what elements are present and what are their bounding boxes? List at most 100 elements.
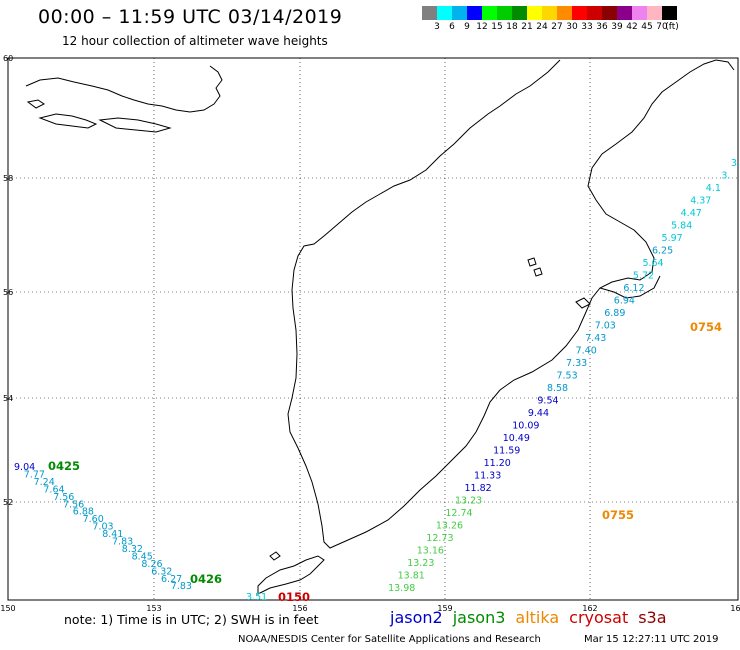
legend-swatch <box>587 6 602 20</box>
legend-label: 30 <box>566 22 578 32</box>
lat-tick-label: 56 <box>3 288 13 297</box>
legend-label: 45 <box>641 22 653 32</box>
swh-value-label: 8.26 <box>141 559 162 570</box>
lon-tick-label: 150 <box>0 604 15 613</box>
swh-value-label: 8.41 <box>102 529 123 540</box>
coastline <box>25 59 735 595</box>
legend-label: 21 <box>521 22 533 32</box>
swh-value-label: 5.72 <box>633 271 654 282</box>
credit-line: NOAA/NESDIS Center for Satellite Applica… <box>238 634 541 645</box>
swh-value-label: 6.27 <box>161 574 182 585</box>
swh-value-label: 5.97 <box>662 233 683 244</box>
lon-tick-label: 159 <box>437 604 452 613</box>
lon-tick-label: 162 <box>582 604 597 613</box>
swh-value-label: 7.40 <box>576 346 597 357</box>
legend-swatch <box>557 6 572 20</box>
swh-value-label: 10.09 <box>512 421 539 432</box>
swh-value-label: 7.83 <box>171 581 192 592</box>
lat-tick-label: 52 <box>3 498 13 507</box>
swh-value-label: 12.74 <box>445 508 472 519</box>
pass-id-label: 0426 <box>190 572 222 586</box>
pass-id-label: 0754 <box>690 320 722 334</box>
swh-value-label: 11.82 <box>464 483 491 494</box>
legend-label: 39 <box>611 22 623 32</box>
swh-value-label: 5.84 <box>671 221 692 232</box>
swh-value-label: 7.56 <box>63 499 84 510</box>
swh-value-label: 7.03 <box>595 321 616 332</box>
swh-value-label: 6.89 <box>604 308 625 319</box>
legend-label: 6 <box>449 22 455 32</box>
legend-swatch <box>542 6 557 20</box>
swh-value-label: 5.64 <box>642 258 663 269</box>
map-frame <box>7 57 739 601</box>
mission-legend-item: altika <box>515 608 560 627</box>
swh-value-label: 4.47 <box>681 208 702 219</box>
page-title: 00:00 – 11:59 UTC 03/14/2019 <box>38 6 343 28</box>
legend-swatch <box>572 6 587 20</box>
legend-swatch <box>527 6 542 20</box>
legend-label: 33 <box>581 22 593 32</box>
legend-swatch <box>422 6 437 20</box>
swh-value-label: 3. <box>721 171 730 182</box>
legend-unit: (ft) <box>665 22 679 32</box>
swh-value-label: 6.12 <box>623 283 644 294</box>
swh-value-label: 13.23 <box>407 558 434 569</box>
swh-value-label: 7.43 <box>585 333 606 344</box>
swh-value-label: 7.64 <box>43 484 64 495</box>
legend-swatch <box>662 6 677 20</box>
swh-value-label: 7.24 <box>34 477 55 488</box>
footer-note: note: 1) Time is in UTC; 2) SWH is in fe… <box>64 612 319 627</box>
mission-legend-item: s3a <box>638 608 667 627</box>
legend-swatch <box>437 6 452 20</box>
swh-value-label: 4.37 <box>690 196 711 207</box>
lat-tick-label: 60 <box>3 54 13 63</box>
legend-label: 36 <box>596 22 608 32</box>
mission-legend-item: cryosat <box>569 608 629 627</box>
generated-timestamp: Mar 15 12:27:11 UTC 2019 <box>584 634 719 645</box>
swh-value-label: 8.32 <box>122 544 143 555</box>
swh-value-label: 13.23 <box>455 496 482 507</box>
lon-tick-label: 156 <box>292 604 307 613</box>
swh-value-label: 9.54 <box>537 396 558 407</box>
legend-label: 24 <box>536 22 548 32</box>
pass-id-label: 0755 <box>602 508 634 522</box>
swh-value-label: 9.04 <box>14 462 35 473</box>
legend-labels: 3 6 9 12 15 18 21 24 27 30 33 36 39 42 45 70 (ft) <box>422 22 740 36</box>
swh-value-label: 7.83 <box>112 537 133 548</box>
legend-label: 12 <box>476 22 488 32</box>
swh-value-label: 13.81 <box>398 571 425 582</box>
legend-label: 15 <box>491 22 503 32</box>
mission-legend: jason2 jason3 altika cryosat s3a <box>390 608 677 627</box>
legend-swatch <box>647 6 662 20</box>
legend-swatch <box>632 6 647 20</box>
swh-value-label: 13.26 <box>436 521 463 532</box>
legend-swatch <box>512 6 527 20</box>
swh-value-label: 6.32 <box>151 566 172 577</box>
swh-value-label: 10.49 <box>503 433 530 444</box>
legend-label: 18 <box>506 22 518 32</box>
swh-value-label: 7.03 <box>92 522 113 533</box>
legend-swatch <box>497 6 512 20</box>
swh-value-label: 6.25 <box>652 246 673 257</box>
legend-label: 9 <box>464 22 470 32</box>
page-subtitle: 12 hour collection of altimeter wave hei… <box>62 34 328 48</box>
pass-id-label: 0425 <box>48 459 80 473</box>
mission-legend-item: jason3 <box>452 608 506 627</box>
swh-value-label: 7.53 <box>556 371 577 382</box>
swh-value-label: 11.20 <box>484 458 511 469</box>
swh-value-label: 8.58 <box>547 383 568 394</box>
swh-value-label: 7.33 <box>566 358 587 369</box>
graticule <box>8 58 738 600</box>
lat-tick-label: 54 <box>3 394 13 403</box>
swh-value-label: 6.94 <box>614 296 635 307</box>
swh-value-label: 4.1 <box>706 183 721 194</box>
legend-label: 3 <box>434 22 440 32</box>
legend-swatch <box>617 6 632 20</box>
swh-value-label: 7.60 <box>83 514 104 525</box>
swh-value-label: 13.16 <box>417 546 444 557</box>
lon-tick-label: 165 <box>730 604 740 613</box>
legend-swatch <box>482 6 497 20</box>
swh-value-label: 3. <box>731 158 740 169</box>
legend-label: 70 <box>656 22 668 32</box>
legend-swatch <box>602 6 617 20</box>
